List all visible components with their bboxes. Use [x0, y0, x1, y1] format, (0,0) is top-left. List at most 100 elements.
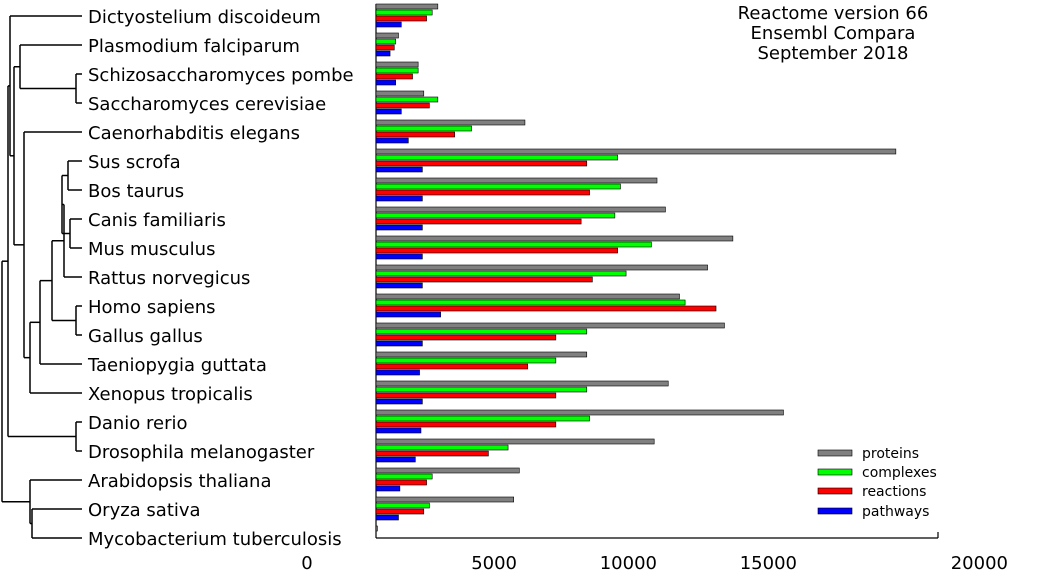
bar-reactions: [375, 392, 557, 399]
bar-complexes: [375, 154, 618, 161]
bar-complexes: [375, 9, 433, 16]
bar-reactions: [375, 334, 557, 341]
bar-proteins: [375, 148, 897, 155]
bar-reactions: [375, 305, 717, 312]
species-label: Xenopus tropicalis: [88, 384, 253, 405]
bar-proteins: [375, 525, 378, 532]
species-label: Bos taurus: [88, 181, 184, 202]
bar-reactions: [375, 102, 430, 109]
bar-reactions: [375, 160, 588, 167]
bar-pathways: [375, 282, 423, 289]
bar-reactions: [375, 479, 427, 486]
bar-complexes: [375, 183, 621, 190]
bar-reactions: [375, 363, 529, 370]
bar-complexes: [375, 38, 396, 45]
species-label: Sus scrofa: [88, 152, 181, 173]
bar-proteins: [375, 264, 708, 271]
species-label: Plasmodium falciparum: [88, 36, 300, 57]
bar-complexes: [375, 444, 509, 451]
species-label: Danio rerio: [88, 413, 188, 434]
bar-proteins: [375, 438, 655, 445]
bar-proteins: [375, 380, 669, 387]
bar-complexes: [375, 473, 433, 480]
bar-reactions: [375, 131, 455, 138]
species-label: Dictyostelium discoideum: [88, 7, 321, 28]
bar-proteins: [375, 409, 784, 416]
legend-label-complexes: complexes: [862, 465, 937, 481]
legend-swatch-proteins: [817, 449, 853, 457]
bar-pathways: [375, 369, 420, 376]
bar-pathways: [375, 137, 409, 144]
bar-pathways: [375, 427, 422, 434]
bar-complexes: [375, 415, 590, 422]
species-label: Drosophila melanogaster: [88, 442, 315, 463]
bar-proteins: [375, 496, 514, 503]
bar-complexes: [375, 299, 686, 306]
species-label: Gallus gallus: [88, 326, 203, 347]
bar-pathways: [375, 21, 402, 28]
bar-pathways: [375, 253, 423, 260]
bar-reactions: [375, 73, 413, 80]
species-label: Rattus norvegicus: [88, 268, 250, 289]
bar-complexes: [375, 212, 616, 219]
bar-complexes: [375, 241, 652, 248]
bar-pathways: [375, 50, 391, 57]
chart-title-line: Reactome version 66: [738, 3, 929, 24]
x-tick-label: 0: [301, 553, 312, 574]
bar-pathways: [375, 224, 423, 231]
bar-complexes: [375, 125, 472, 132]
bar-reactions: [375, 508, 425, 515]
legend-label-reactions: reactions: [862, 484, 926, 500]
bar-proteins: [375, 61, 419, 68]
bar-reactions: [375, 44, 395, 51]
species-label: Saccharomyces cerevisiae: [88, 94, 326, 115]
bar-proteins: [375, 322, 725, 329]
bar-pathways: [375, 195, 423, 202]
bar-proteins: [375, 351, 588, 358]
legend-swatch-reactions: [817, 487, 853, 495]
legend-label-proteins: proteins: [862, 446, 919, 462]
chart-title-line: September 2018: [757, 43, 908, 64]
bar-pathways: [375, 456, 416, 463]
bar-pathways: [375, 79, 396, 86]
bar-proteins: [375, 293, 680, 300]
bar-pathways: [375, 398, 423, 405]
bar-proteins: [375, 32, 399, 39]
bar-proteins: [375, 90, 425, 97]
x-tick-label: 20000: [951, 553, 1008, 574]
bar-reactions: [375, 189, 590, 196]
bar-proteins: [375, 119, 526, 126]
species-label: Canis familiaris: [88, 210, 226, 231]
bar-proteins: [375, 235, 734, 242]
bar-complexes: [375, 357, 557, 364]
bar-complexes: [375, 96, 439, 103]
bar-pathways: [375, 108, 402, 115]
species-label: Schizosaccharomyces pombe: [88, 65, 354, 86]
bar-complexes: [375, 67, 419, 74]
bar-pathways: [375, 485, 401, 492]
chart-title-line: Ensembl Compara: [751, 23, 916, 44]
bar-pathways: [375, 514, 399, 521]
bar-complexes: [375, 502, 430, 509]
species-label: Mycobacterium tuberculosis: [88, 529, 342, 550]
x-tick-label: 15000: [740, 553, 797, 574]
bar-proteins: [375, 177, 658, 184]
bar-pathways: [375, 166, 423, 173]
bar-pathways: [375, 340, 423, 347]
legend-swatch-pathways: [817, 507, 853, 515]
bar-pathways: [375, 311, 441, 318]
bar-complexes: [375, 386, 588, 393]
species-label: Taeniopygia guttata: [87, 355, 267, 376]
legend-swatch-complexes: [817, 468, 853, 476]
bar-proteins: [375, 3, 439, 10]
bar-reactions: [375, 450, 489, 457]
bar-proteins: [375, 206, 666, 213]
bar-reactions: [375, 218, 582, 225]
bar-complexes: [375, 328, 588, 335]
bar-complexes: [375, 270, 627, 277]
bar-reactions: [375, 247, 618, 254]
species-label: Mus musculus: [88, 239, 215, 260]
legend-label-pathways: pathways: [862, 504, 929, 520]
bar-reactions: [375, 421, 557, 428]
